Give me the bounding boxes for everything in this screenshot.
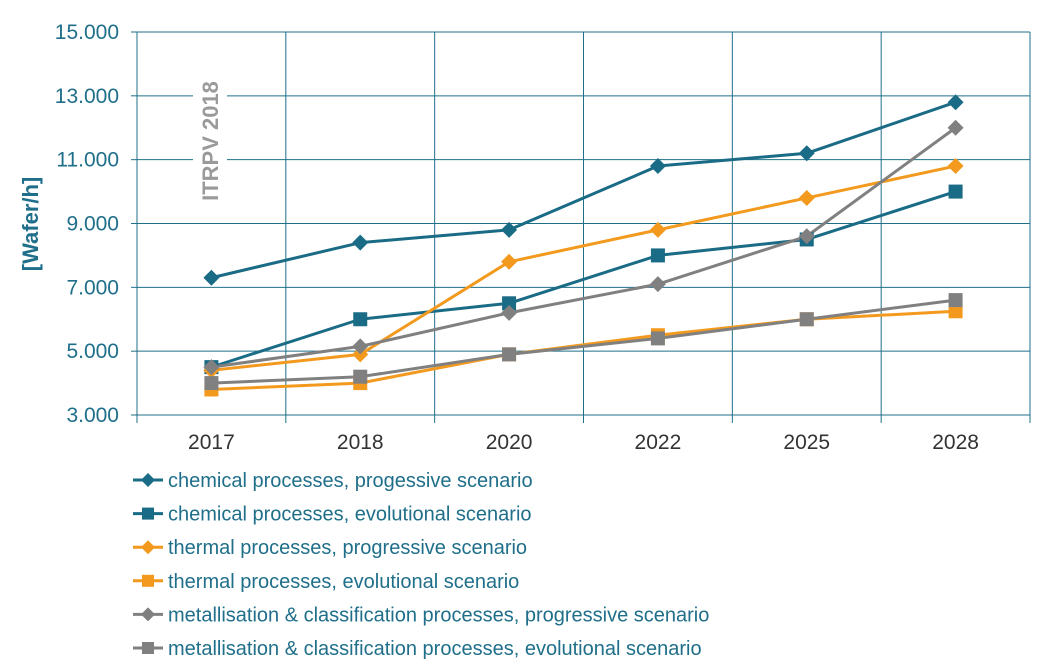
legend-marker [141, 607, 155, 622]
legend-marker [142, 574, 154, 587]
data-point [203, 359, 220, 376]
x-tick-label: 2025 [783, 431, 830, 454]
data-point [798, 228, 815, 245]
y-axis-label: [Wafer/h] [18, 177, 43, 272]
legend-label: metallisation & classification processes… [168, 638, 702, 660]
data-point [502, 347, 517, 362]
x-tick-label: 2028 [932, 431, 979, 454]
legend: chemical processes, progessive scenario c… [133, 470, 709, 660]
watermark-text: ITRPV 2018 [198, 81, 223, 201]
x-tick-label: 2017 [188, 431, 235, 454]
data-point [798, 189, 815, 206]
watermark-group: ITRPV 2018 [193, 75, 227, 210]
data-point [352, 234, 369, 251]
series-line [211, 126, 957, 369]
data-point [948, 184, 963, 199]
data-point [353, 312, 368, 327]
series-lines [210, 100, 957, 391]
series-line [211, 309, 956, 391]
legend-label: thermal processes, progressive scenario [168, 537, 527, 559]
data-point [798, 145, 815, 162]
data-point [947, 119, 964, 136]
data-point [353, 369, 368, 384]
y-tick-label: 5.000 [66, 340, 119, 363]
data-point [948, 304, 963, 319]
legend-marker [142, 642, 154, 654]
data-point [352, 338, 369, 355]
legend-marker [141, 473, 155, 487]
legend-label: chemical processes, evolutional scenario [168, 504, 532, 526]
legend-marker [141, 540, 155, 555]
legend-label: thermal processes, evolutional scenario [168, 571, 519, 593]
data-point [649, 221, 666, 238]
data-point [948, 293, 963, 308]
x-tick-label: 2018 [337, 431, 384, 454]
data-point [947, 94, 964, 111]
chart-grid [131, 31, 1031, 423]
y-tick-label: 3.000 [66, 404, 119, 427]
watermark-background [193, 75, 227, 210]
data-point [650, 331, 665, 346]
y-tick-label: 15.000 [55, 21, 119, 44]
y-axis-ticks: 3.000 5.000 7.000 9.000 11.000 13.000 15.000 [55, 21, 119, 427]
y-tick-label: 13.000 [55, 85, 119, 108]
data-point [947, 158, 964, 175]
series-line [211, 164, 956, 372]
data-point [501, 253, 518, 270]
series-line [211, 100, 957, 280]
data-point [501, 304, 518, 321]
data-point [502, 296, 517, 311]
legend-label: chemical processes, progessive scenario [168, 470, 533, 492]
x-axis-ticks: 2017 2018 2020 2022 2025 2028 [188, 431, 979, 454]
legend-label: metallisation & classification processes… [168, 604, 709, 626]
data-point [799, 312, 814, 327]
x-tick-label: 2022 [635, 431, 682, 454]
legend-marker [142, 507, 154, 520]
x-tick-label: 2020 [486, 431, 533, 454]
data-point [204, 376, 219, 391]
data-point [501, 221, 518, 238]
y-tick-label: 7.000 [66, 276, 119, 299]
series-line [210, 190, 957, 369]
data-point [650, 248, 665, 263]
series-line [211, 298, 956, 385]
data-point [203, 269, 220, 286]
data-point [649, 158, 666, 175]
y-tick-label: 9.000 [66, 213, 119, 236]
series-markers [203, 94, 964, 397]
y-tick-label: 11.000 [56, 149, 119, 172]
data-point [649, 276, 666, 293]
